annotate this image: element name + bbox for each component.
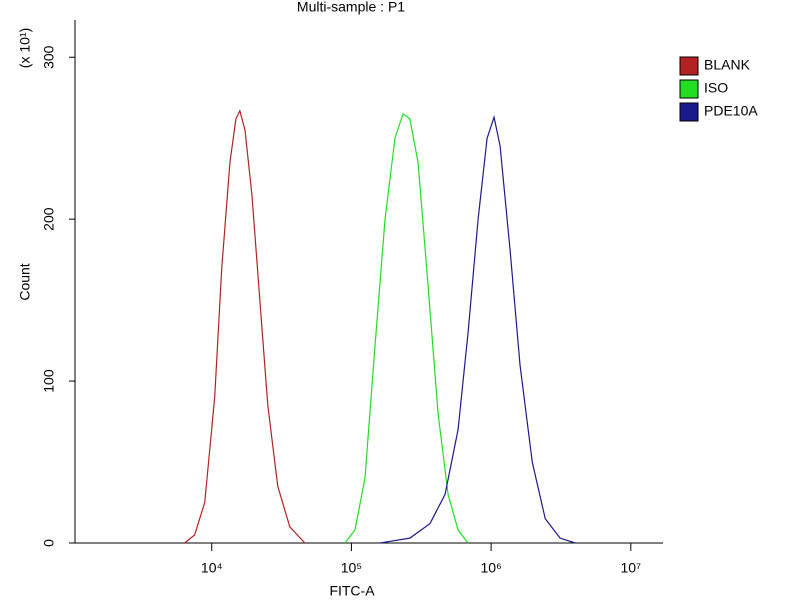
legend-label: BLANK bbox=[704, 57, 751, 73]
legend-label: PDE10A bbox=[704, 103, 758, 119]
legend-swatch bbox=[679, 79, 699, 99]
y-tick-label: 100 bbox=[41, 369, 57, 393]
x-tick-label: 10⁷ bbox=[620, 560, 641, 576]
series-line bbox=[379, 114, 576, 544]
x-tick-label: 10⁵ bbox=[341, 560, 362, 576]
y-tick-label: 300 bbox=[41, 45, 57, 69]
legend-swatch bbox=[679, 102, 699, 122]
legend-swatch bbox=[679, 56, 699, 76]
x-tick-label: 10⁴ bbox=[201, 560, 223, 576]
chart-title: Multi-sample : P1 bbox=[297, 0, 405, 15]
x-axis-label: FITC-A bbox=[329, 583, 375, 599]
y-multiplier: (x 10¹) bbox=[17, 28, 33, 68]
series-line bbox=[344, 112, 469, 544]
x-tick-label: 10⁶ bbox=[480, 560, 501, 576]
y-tick-label: 200 bbox=[41, 207, 57, 231]
y-axis-label: Count bbox=[17, 263, 33, 300]
y-tick-label: 0 bbox=[41, 539, 57, 547]
series-line bbox=[184, 108, 306, 544]
legend-label: ISO bbox=[704, 80, 728, 96]
